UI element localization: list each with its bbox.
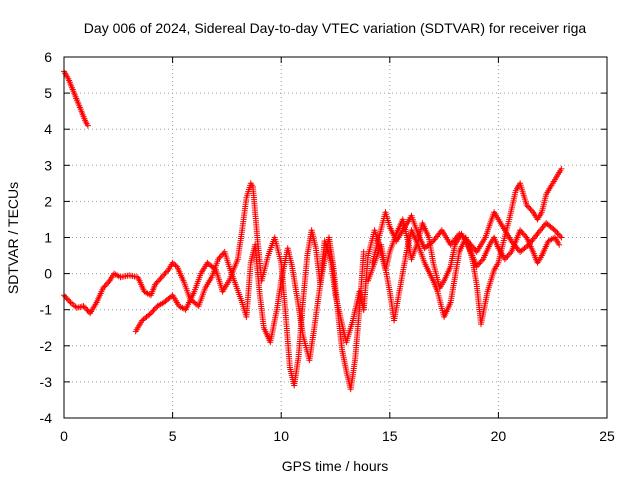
y-tick-label: 2 [44, 193, 52, 209]
series-trace-f [369, 209, 565, 266]
y-tick-label: -3 [40, 374, 53, 390]
data-points [61, 68, 565, 393]
x-tick-label: 10 [273, 428, 289, 444]
y-tick-label: 1 [44, 230, 52, 246]
data-point-markers [132, 180, 367, 393]
x-axis-label: GPS time / hours [282, 458, 389, 474]
y-tick-label: 0 [44, 266, 52, 282]
y-tick-label: 5 [44, 85, 52, 101]
data-point-markers [369, 209, 565, 266]
chart-title: Day 006 of 2024, Sidereal Day-to-day VTE… [84, 20, 587, 36]
y-tick-label: -1 [40, 302, 53, 318]
series-trace-c [132, 180, 367, 393]
plot-frame [63, 56, 608, 419]
x-tick-label: 20 [491, 428, 507, 444]
series-trace-b [61, 238, 367, 364]
y-tick-label: -2 [40, 338, 53, 354]
series-trace-a [61, 68, 91, 129]
y-tick-label: 4 [44, 121, 52, 137]
x-tick-label: 15 [382, 428, 398, 444]
x-tick-label: 25 [599, 428, 615, 444]
data-point-markers [61, 238, 367, 364]
x-tick-label: 5 [169, 428, 177, 444]
x-tick-label: 0 [60, 428, 68, 444]
y-tick-label: -4 [40, 410, 53, 426]
series-trace-e [365, 165, 565, 328]
y-tick-label: 3 [44, 157, 52, 173]
y-tick-label: 6 [44, 49, 52, 65]
y-axis-label: SDTVAR / TECUs [5, 182, 21, 294]
data-point-markers [61, 68, 91, 129]
data-point-markers [365, 165, 565, 328]
